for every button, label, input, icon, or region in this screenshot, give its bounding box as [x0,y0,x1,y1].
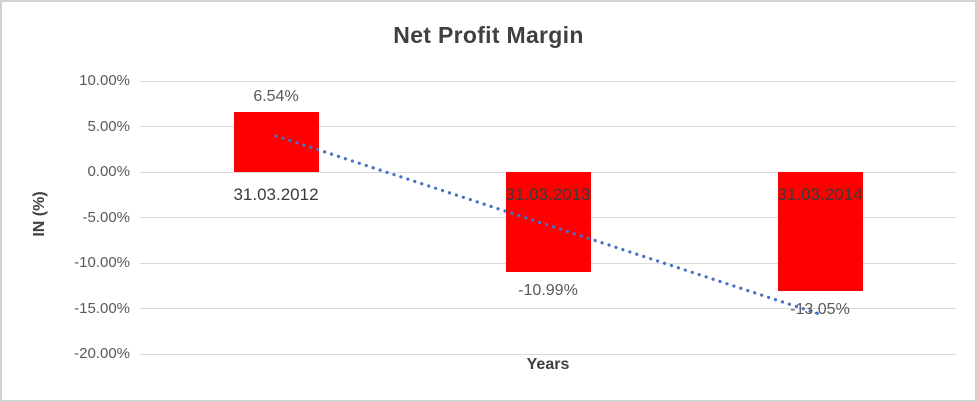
data-label: -13.05% [790,300,850,318]
y-axis-tick-label: -5.00% [82,208,130,226]
category-label: 31.03.2014 [777,185,863,204]
category-label: 31.03.2013 [505,185,591,204]
gridline [140,126,956,127]
y-axis-tick-label: -20.00% [74,345,130,362]
y-axis-tick-label: 0.00% [87,163,130,180]
bar-31.03.2012[interactable] [233,112,319,172]
x-axis-title: Years [526,356,570,373]
data-label: 6.54% [253,88,299,106]
gridline [140,80,956,82]
y-axis-tick-label: 10.00% [79,72,130,89]
y-axis-tick-label: -15.00% [74,299,130,317]
data-label: -10.99% [518,282,578,299]
y-axis-tick-label: 5.00% [87,117,130,135]
chart-title: Net Profit Margin [393,22,584,48]
category-label: 31.03.2012 [233,185,319,204]
gridline [140,353,956,355]
y-axis-tick-label: -10.00% [74,254,130,271]
